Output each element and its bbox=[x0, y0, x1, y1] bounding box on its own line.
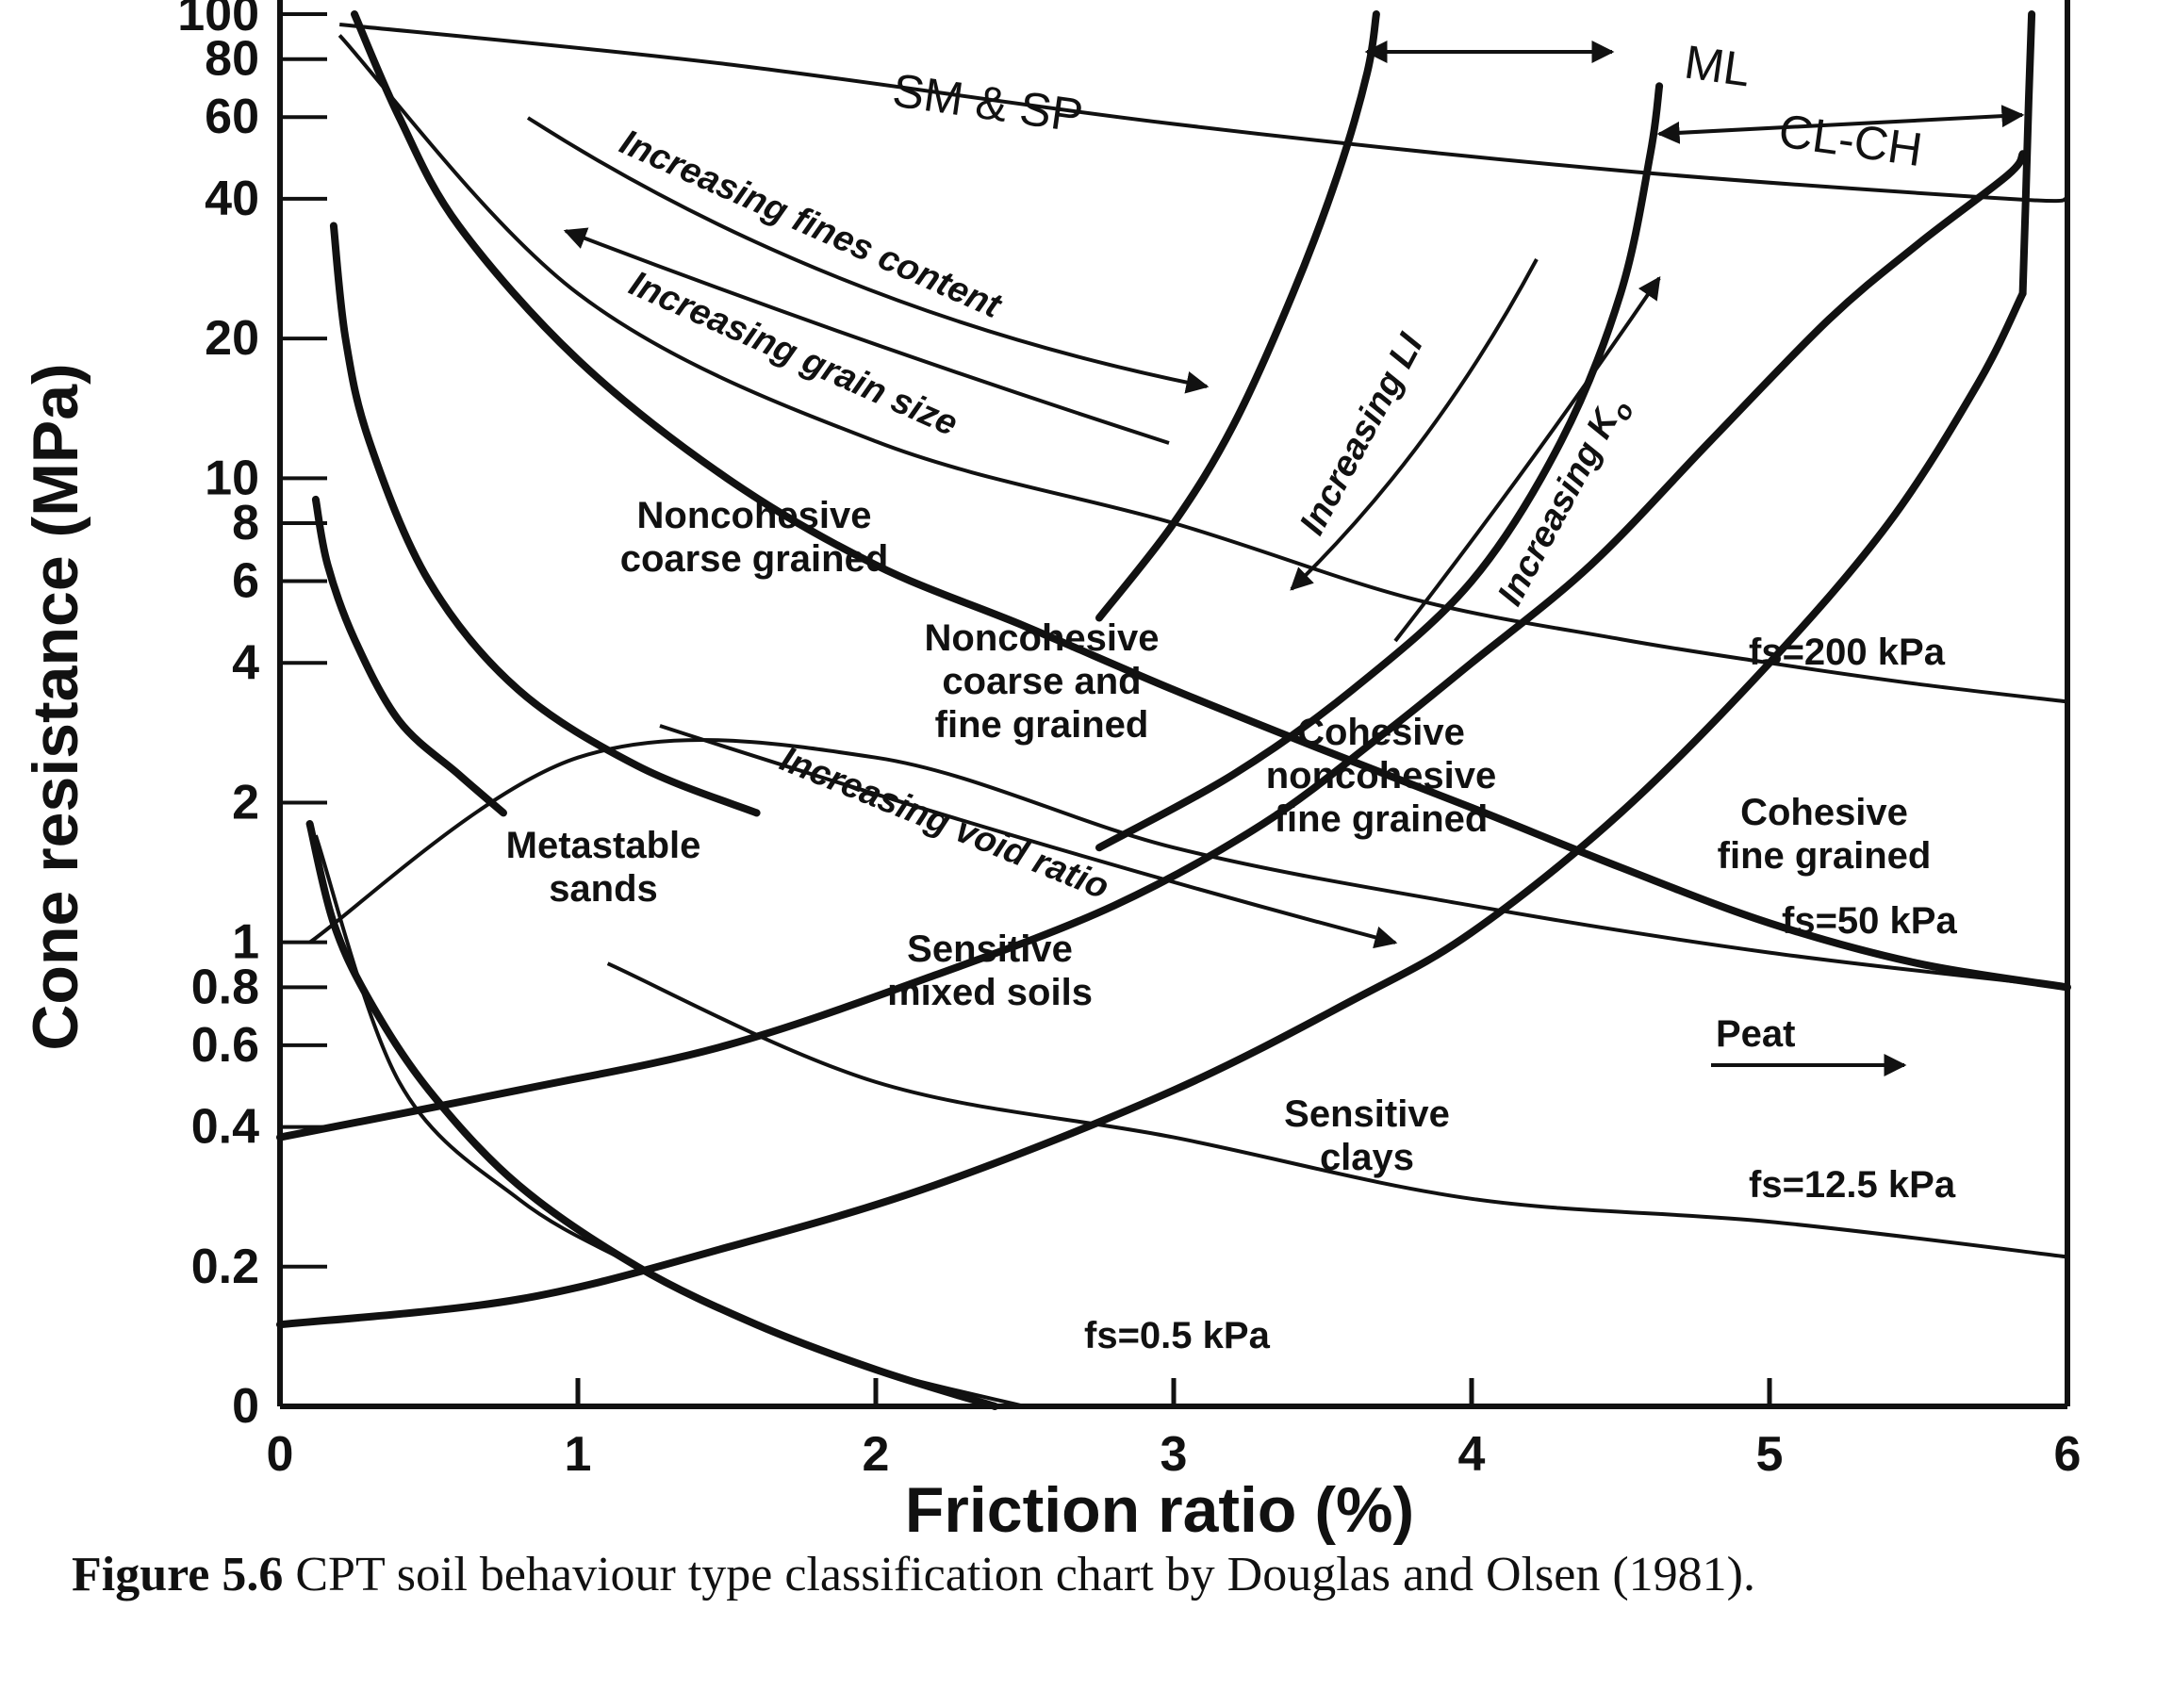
y-tick-label: 1 bbox=[232, 915, 259, 970]
y-tick-label: 6 bbox=[232, 554, 259, 609]
trend-label-void: Increasing void ratio bbox=[775, 739, 1114, 907]
y-tick-label: 0.6 bbox=[191, 1018, 259, 1073]
trend-label-ko: Increasing Ko bbox=[1490, 389, 1639, 615]
region-label-line: fine grained bbox=[1275, 798, 1489, 840]
friction-contour bbox=[308, 738, 2068, 990]
y-tick-label: 10 bbox=[205, 451, 259, 505]
boundary-curves bbox=[276, 10, 2071, 1410]
y-tick-label: 20 bbox=[205, 311, 259, 366]
region-label-line: Noncohesive bbox=[637, 495, 872, 536]
peat-label: Peat bbox=[1716, 1013, 1796, 1055]
x-tick-label: 4 bbox=[1458, 1427, 1486, 1482]
y-axis-title: Cone resistance (MPa) bbox=[20, 363, 91, 1050]
friction-contour-label: fs=200 kPa bbox=[1749, 632, 1946, 673]
y-tick-label: 100 bbox=[177, 0, 259, 41]
y-tick-label: 80 bbox=[205, 32, 259, 87]
band-label-sm-sp: SM & SP bbox=[889, 63, 1086, 142]
region-label-line: Noncohesive bbox=[925, 617, 1160, 659]
trend-label-ko-main: Increasing K bbox=[1490, 402, 1627, 612]
trend-arrow bbox=[526, 116, 1210, 394]
region-label-line: sands bbox=[549, 868, 658, 910]
y-tick-label: 40 bbox=[205, 172, 259, 226]
band-label-cl-ch: CL-CH bbox=[1775, 104, 1925, 176]
x-tick-label: 6 bbox=[2054, 1427, 2082, 1482]
trend-arrow bbox=[659, 724, 1398, 949]
friction-contours: fs=200 kPa fs=50 kPa fs=12.5 kPa fs=0.5 kPa bbox=[308, 23, 2068, 1408]
boundary-curve bbox=[329, 222, 761, 817]
region-label-line: fine grained bbox=[935, 704, 1149, 746]
figure-caption: Figure 5.6 CPT soil behaviour type class… bbox=[72, 1546, 2127, 1604]
region-label-noncohesive-coarse-fine: Noncohesive coarse and fine grained bbox=[925, 617, 1160, 746]
region-label-line: noncohesive bbox=[1266, 755, 1497, 797]
friction-contour bbox=[314, 834, 1026, 1408]
region-label-line: fine grained bbox=[1718, 835, 1932, 877]
y-tick-label: 2 bbox=[232, 775, 259, 829]
trend-arrow bbox=[1656, 105, 2025, 144]
x-tick-label: 2 bbox=[863, 1427, 890, 1482]
trend-arrow bbox=[1290, 258, 1539, 591]
region-label-sensitive-clays: Sensitive clays bbox=[1284, 1093, 1450, 1178]
y-tick-label: 0 bbox=[232, 1379, 259, 1434]
y-tick-label: 0.2 bbox=[191, 1240, 259, 1294]
friction-contour bbox=[338, 23, 2068, 204]
friction-contour-label: fs=0.5 kPa bbox=[1084, 1315, 1271, 1356]
region-label-cohesive-noncohesive: Cohesive noncohesive fine grained bbox=[1266, 712, 1497, 840]
friction-contour bbox=[337, 34, 2068, 704]
boundary-curve bbox=[2018, 10, 2036, 298]
caption-label: Figure 5.6 bbox=[72, 1548, 284, 1601]
trend-arrow bbox=[1393, 276, 1661, 643]
friction-contour-label: fs=12.5 kPa bbox=[1749, 1164, 1956, 1206]
region-label-cohesive-fine: Cohesive fine grained bbox=[1718, 792, 1932, 877]
region-label-line: mixed soils bbox=[887, 972, 1093, 1013]
x-tick-label: 0 bbox=[267, 1427, 294, 1482]
region-label-line: Cohesive bbox=[1740, 792, 1908, 833]
region-label-line: clays bbox=[1320, 1137, 1414, 1178]
region-label-line: Sensitive bbox=[1284, 1093, 1450, 1135]
caption-text: CPT soil behaviour type classification c… bbox=[295, 1548, 1755, 1601]
trend-label-li: Increasing LI bbox=[1292, 326, 1432, 541]
region-label-line: Sensitive bbox=[907, 928, 1073, 970]
boundary-curve bbox=[276, 289, 2027, 1329]
y-tick-label: 4 bbox=[232, 635, 259, 690]
y-tick-label: 0.8 bbox=[191, 960, 259, 1014]
trend-arrow bbox=[563, 227, 1170, 445]
x-tick-label: 1 bbox=[565, 1427, 592, 1482]
x-tick-label: 3 bbox=[1161, 1427, 1188, 1482]
boundary-curve bbox=[1095, 82, 1664, 852]
band-label-ml: ML bbox=[1681, 35, 1753, 96]
region-label-noncohesive-coarse: Noncohesive coarse grained bbox=[620, 495, 889, 580]
x-axis-title: Friction ratio (%) bbox=[905, 1474, 1414, 1546]
boundary-curve bbox=[351, 10, 2071, 992]
trend-arrows bbox=[526, 41, 2025, 1076]
region-label-line: Metastable bbox=[506, 825, 701, 866]
x-axis: 0 1 2 3 4 5 6 bbox=[267, 1378, 2082, 1482]
region-label-sensitive-mixed: Sensitive mixed soils bbox=[887, 928, 1093, 1013]
x-tick-label: 5 bbox=[1756, 1427, 1784, 1482]
friction-contour-label: fs=50 kPa bbox=[1782, 900, 1957, 942]
region-label-metastable-sands: Metastable sands bbox=[506, 825, 701, 910]
boundary-curve bbox=[276, 150, 2027, 1141]
friction-contour bbox=[606, 961, 2068, 1259]
region-label-line: coarse and bbox=[942, 661, 1141, 702]
y-tick-label: 0.4 bbox=[191, 1100, 259, 1155]
region-label-line: Cohesive bbox=[1297, 712, 1465, 753]
y-tick-label: 8 bbox=[232, 496, 259, 550]
region-label-line: coarse grained bbox=[620, 538, 889, 580]
boundary-curve bbox=[311, 495, 507, 817]
y-tick-label: 60 bbox=[205, 90, 259, 144]
